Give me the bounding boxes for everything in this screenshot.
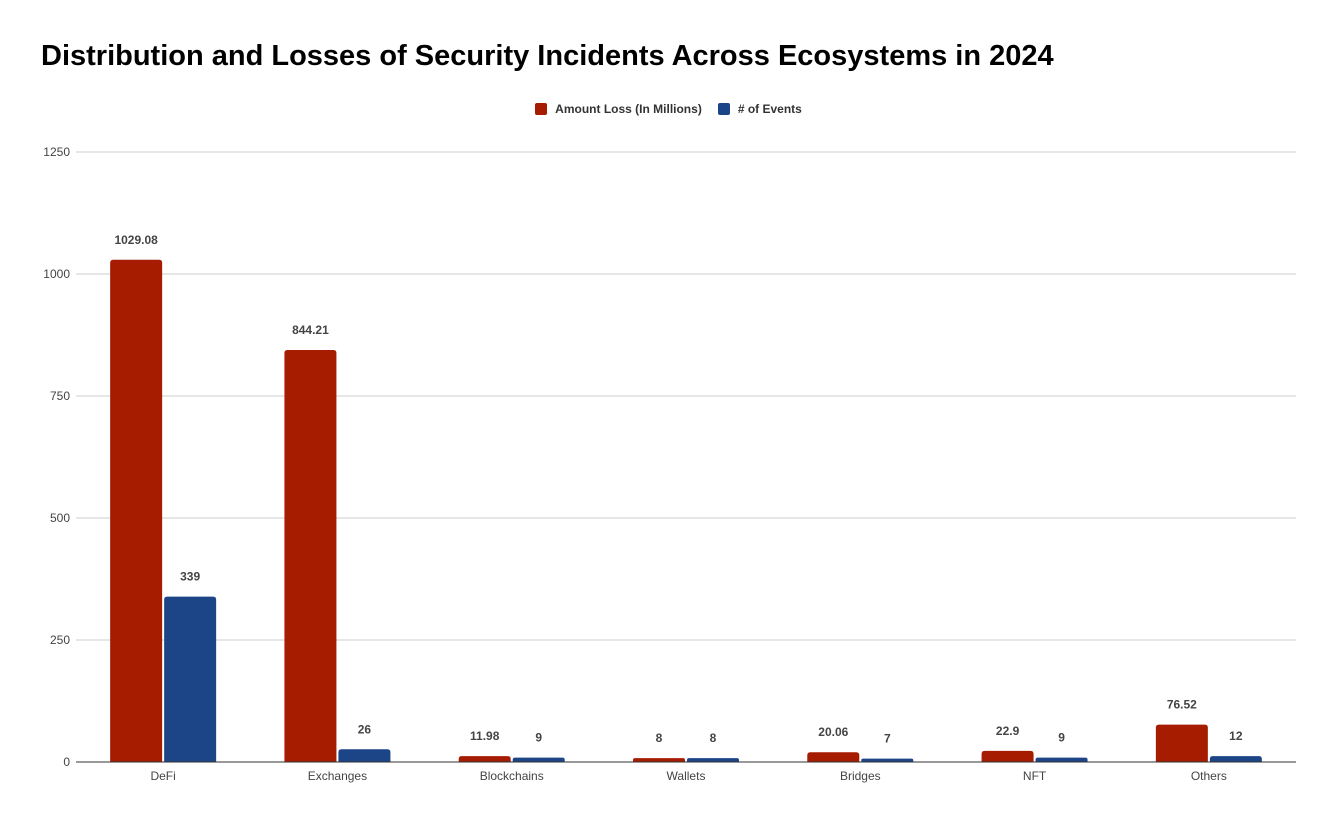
y-tick-label-750: 750 <box>50 389 70 403</box>
y-axis-ticks: 0 250 500 750 1000 1250 <box>43 145 70 769</box>
x-axis-ticks: DeFi Exchanges Blockchains Wallets Bridges NF… <box>150 769 1226 783</box>
data-label-of-events-others: 12 <box>1229 729 1243 743</box>
bars <box>110 259 1262 762</box>
data-labels: 1029.08 339 844.21 26 11.98 9 8 8 20.06 7 22.9 9 76.… <box>114 233 1242 746</box>
bar-amount-loss-in-millions-blockchains <box>458 756 511 762</box>
data-label-of-events-blockchains: 9 <box>535 731 542 745</box>
bar-of-events-bridges <box>861 758 914 762</box>
legend: Amount Loss (In Millions) # of Events <box>0 102 1337 116</box>
bar-of-events-wallets <box>687 758 739 762</box>
bar-amount-loss-in-millions-bridges <box>807 752 860 762</box>
data-label-amount-loss-in-millions-nft: 22.9 <box>996 724 1020 738</box>
data-label-amount-loss-in-millions-others: 76.52 <box>1167 698 1197 712</box>
data-label-amount-loss-in-millions-exchanges: 844.21 <box>292 323 329 337</box>
data-label-of-events-wallets: 8 <box>710 731 717 745</box>
bar-amount-loss-in-millions-nft <box>981 750 1034 762</box>
data-label-of-events-defi: 339 <box>180 570 200 584</box>
data-label-amount-loss-in-millions-blockchains: 11.98 <box>470 729 500 743</box>
y-tick-label-250: 250 <box>50 633 70 647</box>
data-label-of-events-nft: 9 <box>1058 731 1065 745</box>
y-tick-label-1250: 1250 <box>43 145 70 159</box>
x-tick-label-exchanges: Exchanges <box>308 769 367 783</box>
data-label-of-events-exchanges: 26 <box>358 722 372 736</box>
chart-title: Distribution and Losses of Security Inci… <box>41 40 1054 72</box>
x-tick-label-defi: DeFi <box>150 769 175 783</box>
x-tick-label-wallets: Wallets <box>667 769 706 783</box>
bar-of-events-blockchains <box>512 757 565 762</box>
gridlines <box>76 151 1296 641</box>
legend-swatch-amount-loss <box>535 103 548 115</box>
x-tick-label-bridges: Bridges <box>840 769 881 783</box>
bar-amount-loss-in-millions-exchanges <box>284 350 337 762</box>
data-label-amount-loss-in-millions-bridges: 20.06 <box>818 725 848 739</box>
y-tick-label-0: 0 <box>63 755 70 769</box>
bar-amount-loss-in-millions-wallets <box>633 758 685 762</box>
x-tick-label-others: Others <box>1191 769 1227 783</box>
data-label-amount-loss-in-millions-defi: 1029.08 <box>114 233 158 247</box>
legend-label-amount-loss: Amount Loss (In Millions) <box>555 102 702 116</box>
legend-item-amount-loss: Amount Loss (In Millions) <box>535 102 702 116</box>
x-tick-label-blockchains: Blockchains <box>480 769 544 783</box>
y-tick-label-1000: 1000 <box>43 267 70 281</box>
x-tick-label-nft: NFT <box>1023 769 1047 783</box>
bar-of-events-exchanges <box>338 749 391 762</box>
legend-label-events: # of Events <box>737 102 802 116</box>
bar-of-events-nft <box>1035 757 1088 762</box>
bar-of-events-defi <box>164 596 217 762</box>
bar-amount-loss-in-millions-defi <box>110 259 163 762</box>
bar-amount-loss-in-millions-others <box>1155 724 1208 762</box>
y-tick-label-500: 500 <box>50 511 70 525</box>
legend-swatch-events <box>717 103 730 115</box>
bar-of-events-others <box>1209 756 1262 762</box>
legend-item-events: # of Events <box>717 102 802 116</box>
data-label-amount-loss-in-millions-wallets: 8 <box>656 731 663 745</box>
data-label-of-events-bridges: 7 <box>884 732 891 746</box>
